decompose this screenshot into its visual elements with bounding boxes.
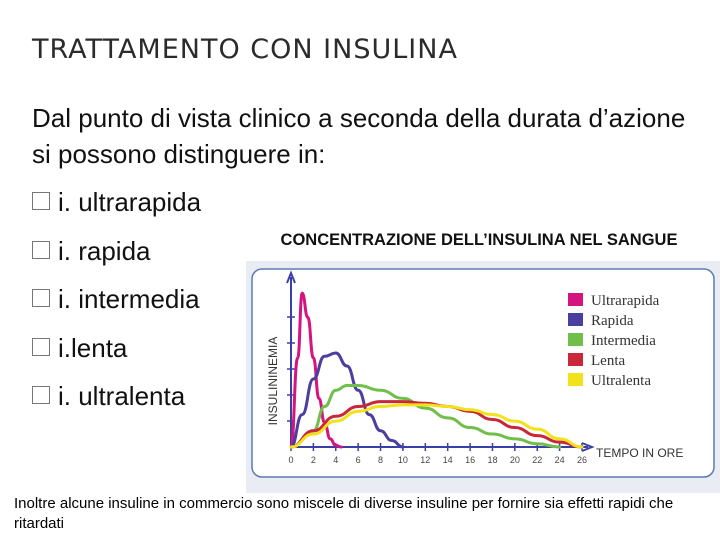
x-tick-label: 26 [577,455,587,465]
chart-frame [251,268,715,478]
chart-heading: CONCENTRAZIONE DELL’INSULINA NEL SANGUE [280,231,678,249]
bullet-item: i. ultrarapida [32,184,201,233]
legend-swatch-lenta [568,353,583,366]
series-line-ultrarapida [289,291,343,449]
checkbox-bullet-icon [32,386,50,404]
intro-text: Dal punto di vista clinico a seconda del… [32,103,686,169]
bullet-text: i. rapida [58,235,151,266]
y-axis-arrow [286,270,296,284]
x-tick-label: 6 [356,455,361,465]
legend-label-rapida: Rapida [591,313,634,329]
x-tick-label: 22 [532,455,542,465]
checkbox-bullet-icon [32,337,50,356]
checkbox-bullet-icon [32,240,50,259]
bullet-item: i. intermedia [32,281,201,330]
legend-swatch-rapida [568,313,583,326]
series-line-intermedia [289,383,562,449]
bullet-text: i. ultrarapida [58,187,202,217]
chart-legend: Ultrarapida Rapida Intermedia Lenta Ultralen… [568,293,660,389]
x-tick-label: 2 [311,455,316,465]
x-tick-label: 20 [510,455,520,465]
bullet-list: i. ultrarapida i. rapida i. intermedia i… [32,184,201,427]
x-tick-label: 8 [378,455,383,465]
series-line-ultralenta [289,403,584,449]
x-tick-label: 0 [288,455,293,465]
x-tick-label: 16 [465,455,475,465]
legend-label-ultrarapida: Ultrarapida [591,293,660,309]
x-tick-label: 10 [398,455,408,465]
legend-swatch-intermedia [568,333,583,346]
footnote: Inoltre alcune insuline in commercio son… [14,495,674,532]
bullet-item: i.lenta [32,330,201,379]
x-tick-label: 24 [555,455,565,465]
x-tick-label: 4 [333,455,338,465]
y-axis-label: INSULININEMIA [266,337,280,426]
x-axis-arrow [581,442,595,452]
plot-area: 0 2 4 6 8 10 12 14 16 18 20 22 24 26 [286,270,595,465]
insulin-chart-figure: INSULININEMIA 0 2 4 6 8 10 12 14 16 18 20 22 24 26 TE… [246,261,720,493]
checkbox-bullet-icon [32,192,50,210]
checkbox-bullet-icon [32,289,50,307]
bullet-text: i.lenta [58,332,128,363]
bullet-item: i. rapida [32,233,201,282]
bullet-item: i. ultralenta [32,378,201,427]
x-tick-label: 12 [420,455,430,465]
legend-label-intermedia: Intermedia [591,333,656,349]
x-tick-label: 18 [487,455,497,465]
bullet-text: i. intermedia [58,284,200,314]
legend-swatch-ultralenta [568,373,583,386]
slide-title: TRATTAMENTO CON INSULINA [32,34,458,65]
legend-swatch-ultrarapida [568,293,583,306]
legend-label-lenta: Lenta [591,353,625,369]
legend-label-ultralenta: Ultralenta [591,373,651,389]
insulin-chart: INSULININEMIA 0 2 4 6 8 10 12 14 16 18 20 22 24 26 TE… [251,268,715,478]
bullet-text: i. ultralenta [58,381,186,411]
x-axis-label: TEMPO IN ORE [596,446,683,460]
x-tick-label: 14 [443,455,453,465]
series-line-rapida [289,351,405,449]
